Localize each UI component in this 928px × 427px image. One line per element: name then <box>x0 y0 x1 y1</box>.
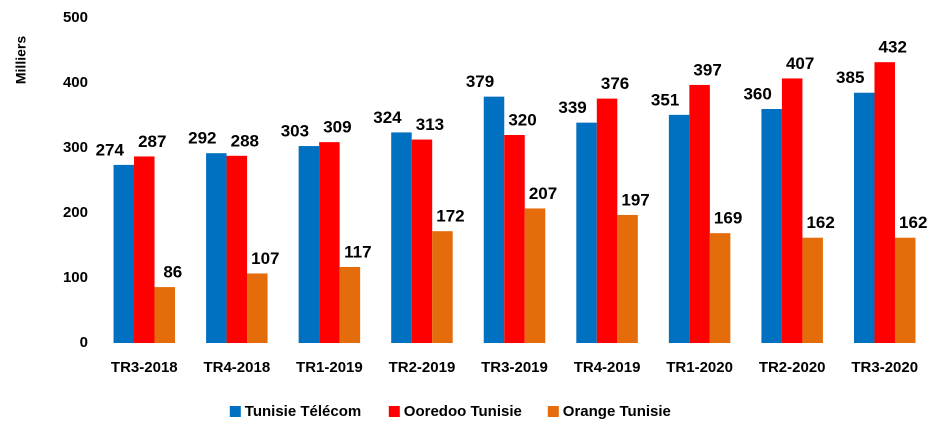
y-tick-label: 400 <box>63 74 88 91</box>
bar <box>206 153 227 343</box>
value-label: 360 <box>743 84 771 103</box>
bar <box>432 231 453 343</box>
value-label: 292 <box>188 129 216 148</box>
bar <box>524 208 546 343</box>
x-tick-label: TR3-2018 <box>111 359 178 376</box>
legend-swatch <box>547 406 559 417</box>
bar <box>853 92 875 343</box>
y-tick-label: 300 <box>63 139 88 156</box>
value-label: 197 <box>621 190 649 209</box>
value-label: 385 <box>836 68 864 87</box>
value-label: 351 <box>651 90 679 109</box>
y-tick-label: 0 <box>80 334 88 351</box>
value-label: 162 <box>806 213 834 232</box>
x-tick-label: TR3-2019 <box>481 359 548 376</box>
legend-swatch <box>388 406 400 417</box>
bar <box>617 214 638 343</box>
bar <box>596 98 618 343</box>
legend-label: Tunisie Télécom <box>245 403 361 420</box>
bar <box>576 122 597 344</box>
value-label: 287 <box>138 132 166 151</box>
bar <box>247 273 268 343</box>
bar <box>668 114 690 343</box>
bar <box>134 156 155 343</box>
x-tick-label: TR4-2018 <box>203 359 270 376</box>
bar <box>113 164 135 343</box>
y-tick-label: 500 <box>63 9 88 26</box>
bar <box>298 146 320 343</box>
value-label: 172 <box>436 207 464 226</box>
value-label: 86 <box>163 263 182 282</box>
x-tick-label: TR2-2019 <box>389 359 456 376</box>
x-tick-label: TR4-2019 <box>574 359 641 376</box>
bar <box>802 237 823 343</box>
value-label: 313 <box>416 115 444 134</box>
value-label: 303 <box>281 122 309 141</box>
y-axis-label: Milliers <box>13 36 29 84</box>
value-label: 407 <box>786 54 814 73</box>
value-label: 379 <box>466 72 494 91</box>
x-tick-label: TR1-2019 <box>296 359 363 376</box>
value-label: 432 <box>879 38 907 57</box>
value-label: 288 <box>231 131 259 150</box>
value-label: 320 <box>508 110 536 129</box>
bar <box>339 266 361 343</box>
value-label: 169 <box>714 209 742 228</box>
value-label: 309 <box>323 118 351 137</box>
value-label: 274 <box>96 140 125 159</box>
bar <box>483 96 505 344</box>
bar <box>781 78 803 343</box>
bar <box>874 62 895 343</box>
bar <box>709 233 731 343</box>
bar <box>504 135 525 343</box>
value-label: 107 <box>251 249 279 268</box>
value-label: 324 <box>373 108 402 127</box>
bar <box>154 287 176 343</box>
value-label: 207 <box>529 184 557 203</box>
y-tick-label: 200 <box>63 204 88 221</box>
value-label: 339 <box>558 98 586 117</box>
value-label: 162 <box>899 213 927 232</box>
x-tick-label: TR2-2020 <box>759 359 826 376</box>
bar <box>391 132 412 343</box>
y-tick-label: 100 <box>63 269 88 286</box>
bar <box>411 139 433 343</box>
bar <box>894 237 916 343</box>
legend-label: Ooredoo Tunisie <box>404 403 522 420</box>
bar <box>226 155 248 343</box>
value-label: 376 <box>601 74 629 93</box>
legend-label: Orange Tunisie <box>563 403 671 420</box>
bar <box>689 84 710 343</box>
bar <box>761 109 782 343</box>
value-label: 117 <box>344 242 371 261</box>
legend-swatch <box>229 406 241 417</box>
x-tick-label: TR3-2020 <box>851 359 918 376</box>
bar <box>319 142 340 343</box>
value-label: 397 <box>693 60 721 79</box>
x-tick-label: TR1-2020 <box>666 359 733 376</box>
